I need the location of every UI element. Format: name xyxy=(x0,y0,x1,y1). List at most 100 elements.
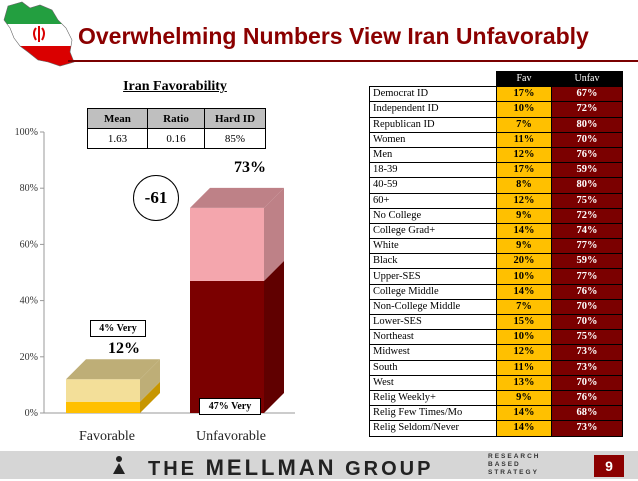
crosstab-group-cell: South xyxy=(369,359,497,376)
crosstab-group-cell: 60+ xyxy=(369,192,497,209)
crosstab-group-cell: Men xyxy=(369,146,497,164)
crosstab-fav-cell: 12% xyxy=(496,344,552,361)
crosstab-unfav-cell: 70% xyxy=(551,131,623,148)
stats-header-hardid: Hard ID xyxy=(204,108,266,129)
crosstab-unfav-cell: 70% xyxy=(551,374,623,391)
crosstab-fav-cell: 12% xyxy=(496,146,552,164)
crosstab-group-cell: 40-59 xyxy=(369,177,497,194)
crosstab-row: Lower-SES 15% 70% xyxy=(369,313,623,331)
crosstab-group-cell: White xyxy=(369,238,497,255)
crosstab-group-cell: Relig Few Times/Mo xyxy=(369,405,497,422)
crosstab-fav-cell: 7% xyxy=(496,116,552,133)
crosstab-group-cell: Black xyxy=(369,253,497,270)
crosstab-unfav-cell: 76% xyxy=(551,283,623,300)
crosstab-row: Republican ID 7% 80% xyxy=(369,116,623,133)
crosstab-group-cell: Women xyxy=(369,131,497,148)
x-category-label: Favorable xyxy=(79,429,135,444)
stats-table: Mean Ratio Hard ID 1.63 0.16 85% xyxy=(87,108,266,149)
crosstab-group-cell: Democrat ID xyxy=(369,86,497,103)
chart-title: Iran Favorability xyxy=(123,79,227,94)
iran-flag-map xyxy=(3,1,75,67)
y-tick-label: 20% xyxy=(20,352,38,363)
crosstab-unfav-cell: 76% xyxy=(551,146,623,164)
crosstab-unfav-cell: 72% xyxy=(551,207,623,224)
bar-top-face xyxy=(190,187,284,208)
unfav-total-label: 73% xyxy=(234,159,266,176)
crosstab-unfav-cell: 67% xyxy=(551,86,623,103)
crosstab-row: 18-39 17% 59% xyxy=(369,162,623,179)
crosstab-row: White 9% 77% xyxy=(369,238,623,255)
y-tick-label: 40% xyxy=(20,296,38,307)
crosstab-unfav-cell: 73% xyxy=(551,359,623,376)
crosstab-fav-cell: 13% xyxy=(496,374,552,391)
crosstab-fav-cell: 9% xyxy=(496,238,552,255)
title-divider xyxy=(68,60,638,62)
crosstab-fav-cell: 9% xyxy=(496,389,552,407)
y-tick-label: 80% xyxy=(20,183,38,194)
crosstab-row: Men 12% 76% xyxy=(369,146,623,164)
crosstab-row: 40-59 8% 80% xyxy=(369,177,623,194)
crosstab-group-cell: Midwest xyxy=(369,344,497,361)
crosstab-header-fav: Fav xyxy=(496,70,552,88)
crosstab-group-cell: No College xyxy=(369,207,497,224)
y-tick-label: 60% xyxy=(20,239,38,250)
crosstab-fav-cell: 17% xyxy=(496,86,552,103)
bar-total-segment xyxy=(190,207,264,281)
crosstab-fav-cell: 14% xyxy=(496,222,552,240)
crosstab-fav-cell: 11% xyxy=(496,359,552,376)
crosstab-header-unfav: Unfav xyxy=(551,70,623,88)
tagline: RESEARCH BASED STRATEGY xyxy=(488,453,540,477)
logo-main: MELLMAN xyxy=(205,455,337,480)
crosstab-unfav-cell: 73% xyxy=(551,420,623,437)
crosstab-fav-cell: 10% xyxy=(496,101,552,118)
tagline-line: STRATEGY xyxy=(488,469,539,476)
crosstab-fav-cell: 10% xyxy=(496,329,552,346)
crosstab-group-cell: Lower-SES xyxy=(369,313,497,331)
mellman-logo: THE MELLMAN GROUP xyxy=(148,455,433,481)
crosstab-fav-cell: 8% xyxy=(496,177,552,194)
crosstab-fav-cell: 15% xyxy=(496,313,552,331)
crosstab-group-cell: College Middle xyxy=(369,283,497,300)
crosstab-group-cell: Northeast xyxy=(369,329,497,346)
crosstab-unfav-cell: 72% xyxy=(551,101,623,118)
bar-total-segment xyxy=(66,379,140,402)
crosstab-group-cell: West xyxy=(369,374,497,391)
tagline-line: BASED xyxy=(488,461,521,468)
crosstab-unfav-cell: 70% xyxy=(551,298,623,316)
mellman-logo-icon xyxy=(113,456,125,474)
crosstab-unfav-cell: 74% xyxy=(551,222,623,240)
crosstab-group-cell: Relig Seldom/Never xyxy=(369,420,497,437)
crosstab-row: Democrat ID 17% 67% xyxy=(369,86,623,103)
stats-value-mean: 1.63 xyxy=(87,128,148,149)
stats-header-ratio: Ratio xyxy=(147,108,205,129)
crosstab-row: West 13% 70% xyxy=(369,374,623,391)
y-tick-label: 0% xyxy=(25,408,38,419)
crosstab-unfav-cell: 68% xyxy=(551,405,623,422)
crosstab-group-cell: Upper-SES xyxy=(369,268,497,285)
bar-total-side xyxy=(140,359,160,402)
crosstab-fav-cell: 9% xyxy=(496,207,552,224)
crosstab-row: Black 20% 59% xyxy=(369,253,623,270)
crosstab-group-cell: 18-39 xyxy=(369,162,497,179)
crosstab-row: Relig Few Times/Mo 14% 68% xyxy=(369,405,623,422)
crosstab-group-cell: Independent ID xyxy=(369,101,497,118)
crosstab-row: Midwest 12% 73% xyxy=(369,344,623,361)
crosstab-fav-cell: 10% xyxy=(496,268,552,285)
crosstab-row: South 11% 73% xyxy=(369,359,623,376)
crosstab-row: Relig Weekly+ 9% 76% xyxy=(369,389,623,407)
crosstab-row: College Middle 14% 76% xyxy=(369,283,623,300)
crosstab-row: No College 9% 72% xyxy=(369,207,623,224)
stats-value-hardid: 85% xyxy=(204,128,266,149)
crosstab-group-cell: College Grad+ xyxy=(369,222,497,240)
favorability-chart: 0% 20% 40% 60% 80% 100% Favorable Unfavorable xyxy=(15,127,295,444)
crosstab-unfav-cell: 80% xyxy=(551,116,623,133)
crosstab-row: Northeast 10% 75% xyxy=(369,329,623,346)
crosstab-fav-cell: 17% xyxy=(496,162,552,179)
crosstab-unfav-cell: 77% xyxy=(551,268,623,285)
bar-very-segment xyxy=(66,401,140,413)
stats-value-ratio: 0.16 xyxy=(147,128,205,149)
crosstab-header-row: Fav Unfav xyxy=(369,70,623,88)
page-number: 9 xyxy=(594,455,624,477)
crosstab-fav-cell: 7% xyxy=(496,298,552,316)
crosstab-fav-cell: 14% xyxy=(496,405,552,422)
